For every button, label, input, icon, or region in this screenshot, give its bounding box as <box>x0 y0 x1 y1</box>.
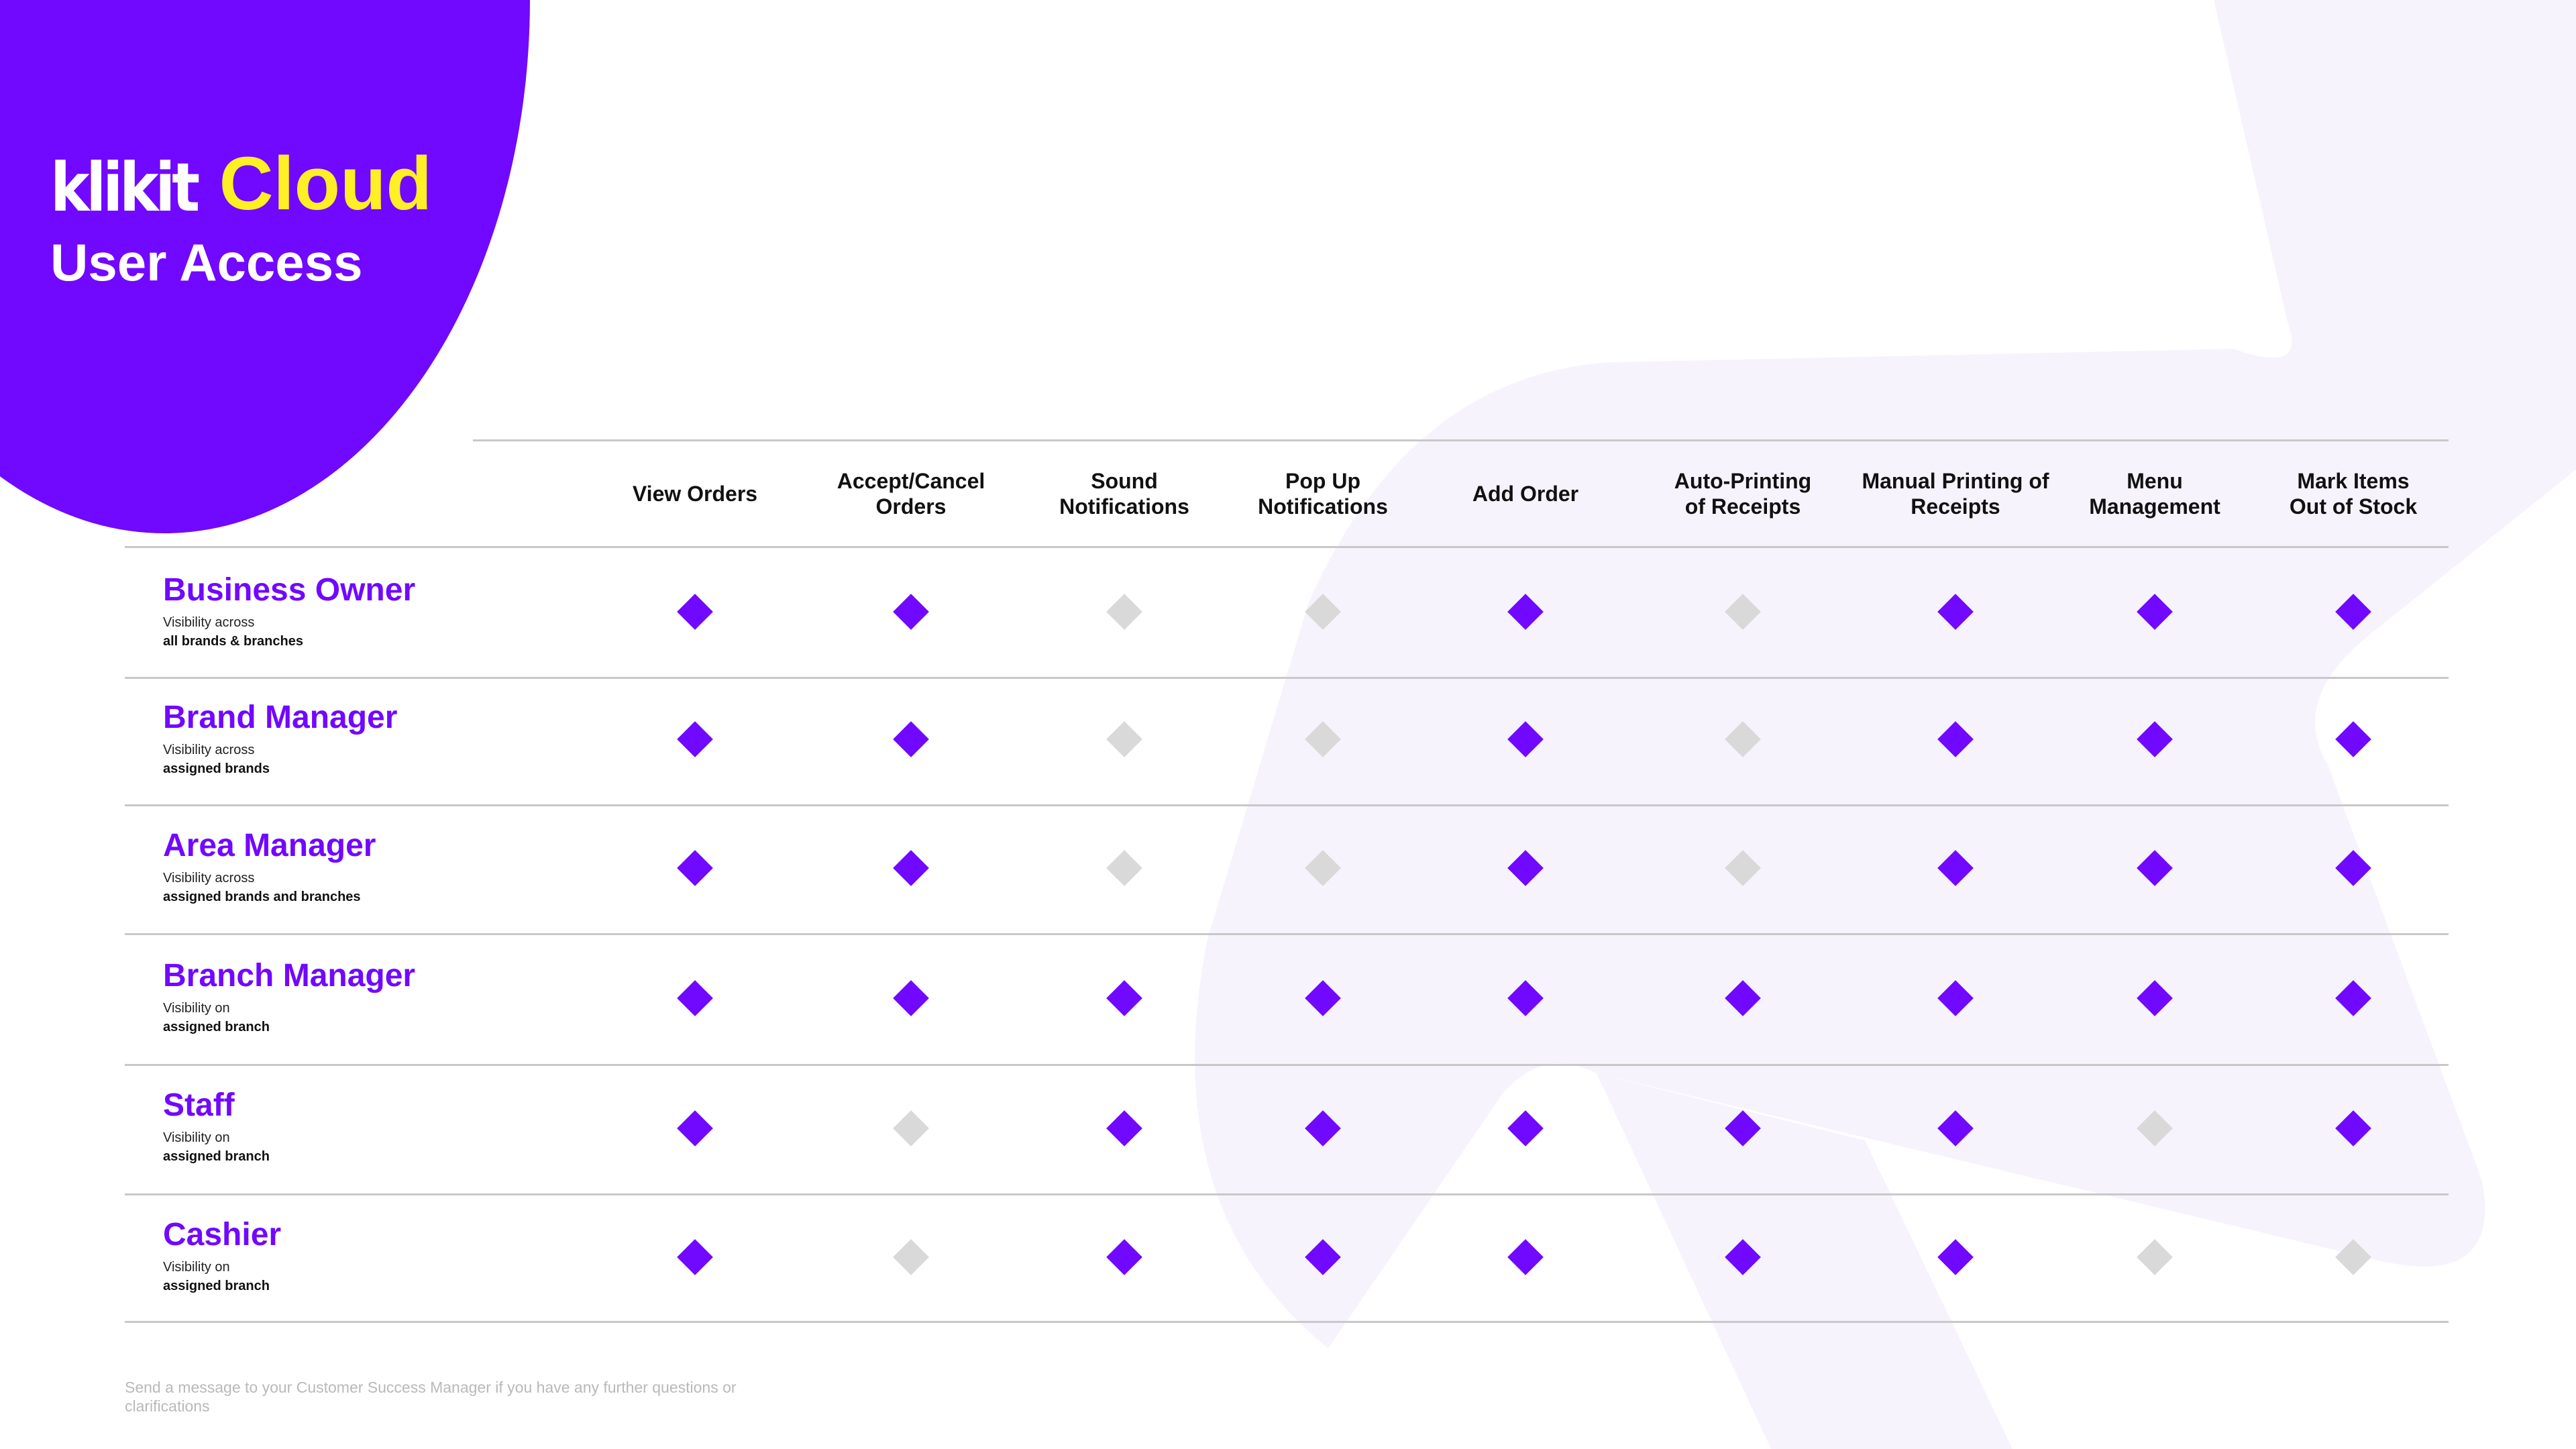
role-visibility: Visibility across <box>163 743 255 757</box>
brand-header: klikit Cloud User Access <box>50 142 432 292</box>
role-scope: assigned brands and branches <box>163 890 361 904</box>
role-cashier: Cashier Visibility on assigned branch <box>163 1219 281 1293</box>
column-header-view-orders: View Orders <box>632 482 758 506</box>
role-scope: assigned branch <box>163 1020 270 1034</box>
role-name: Business Owner <box>163 572 416 608</box>
row-divider <box>125 933 2449 935</box>
role-brand-manager: Brand Manager Visibility across assigned… <box>163 700 398 776</box>
footer-note: Send a message to your Customer Success … <box>125 1379 737 1415</box>
header-top-rule <box>473 439 2449 441</box>
role-staff: Staff Visibility on assigned branch <box>163 1087 270 1164</box>
role-name: Brand Manager <box>163 700 398 735</box>
brand-logo: klikit Cloud <box>50 142 432 227</box>
role-scope: assigned branch <box>163 1279 270 1293</box>
role-name: Branch Manager <box>163 958 416 994</box>
role-visibility: Visibility across <box>163 615 255 630</box>
role-name: Area Manager <box>163 828 376 863</box>
row-divider <box>125 1193 2449 1195</box>
cloud-product-label: Cloud <box>219 142 432 225</box>
role-scope: assigned branch <box>163 1149 270 1164</box>
column-header-mark-out-of-stock: Mark Items Out of Stock <box>2289 469 2418 519</box>
role-scope: assigned brands <box>163 761 270 776</box>
column-header-pop-up-notifications: Pop Up Notifications <box>1258 469 1388 519</box>
role-branch-manager: Branch Manager Visibility on assigned br… <box>163 960 415 1034</box>
klikit-logo-text: klikit <box>50 148 200 227</box>
row-divider <box>125 677 2449 679</box>
role-visibility: Visibility across <box>163 871 255 885</box>
column-header-auto-printing: Auto-Printing of Receipts <box>1674 469 1812 519</box>
column-header-menu-management: Menu Management <box>2089 469 2220 519</box>
header-bottom-rule <box>125 546 2449 548</box>
role-visibility: Visibility on <box>163 1260 230 1275</box>
role-visibility: Visibility on <box>163 1001 230 1016</box>
role-name: Staff <box>163 1087 235 1123</box>
role-business-owner: Business Owner Visibility across all bra… <box>163 572 416 649</box>
table-bottom-rule <box>125 1321 2449 1323</box>
role-visibility: Visibility on <box>163 1130 230 1145</box>
role-area-manager: Area Manager Visibility across assigned … <box>163 830 376 904</box>
column-header-sound-notifications: Sound Notifications <box>1059 469 1189 519</box>
column-header-add-order: Add Order <box>1472 482 1579 506</box>
row-divider <box>125 1064 2449 1066</box>
column-header-accept-cancel-orders: Accept/Cancel Orders <box>837 469 985 519</box>
page-title: User Access <box>50 233 363 292</box>
column-header-manual-printing: Manual Printing of Receipts <box>1862 469 2049 519</box>
role-name: Cashier <box>163 1217 282 1252</box>
role-scope: all brands & branches <box>163 634 303 649</box>
row-divider <box>125 804 2449 806</box>
